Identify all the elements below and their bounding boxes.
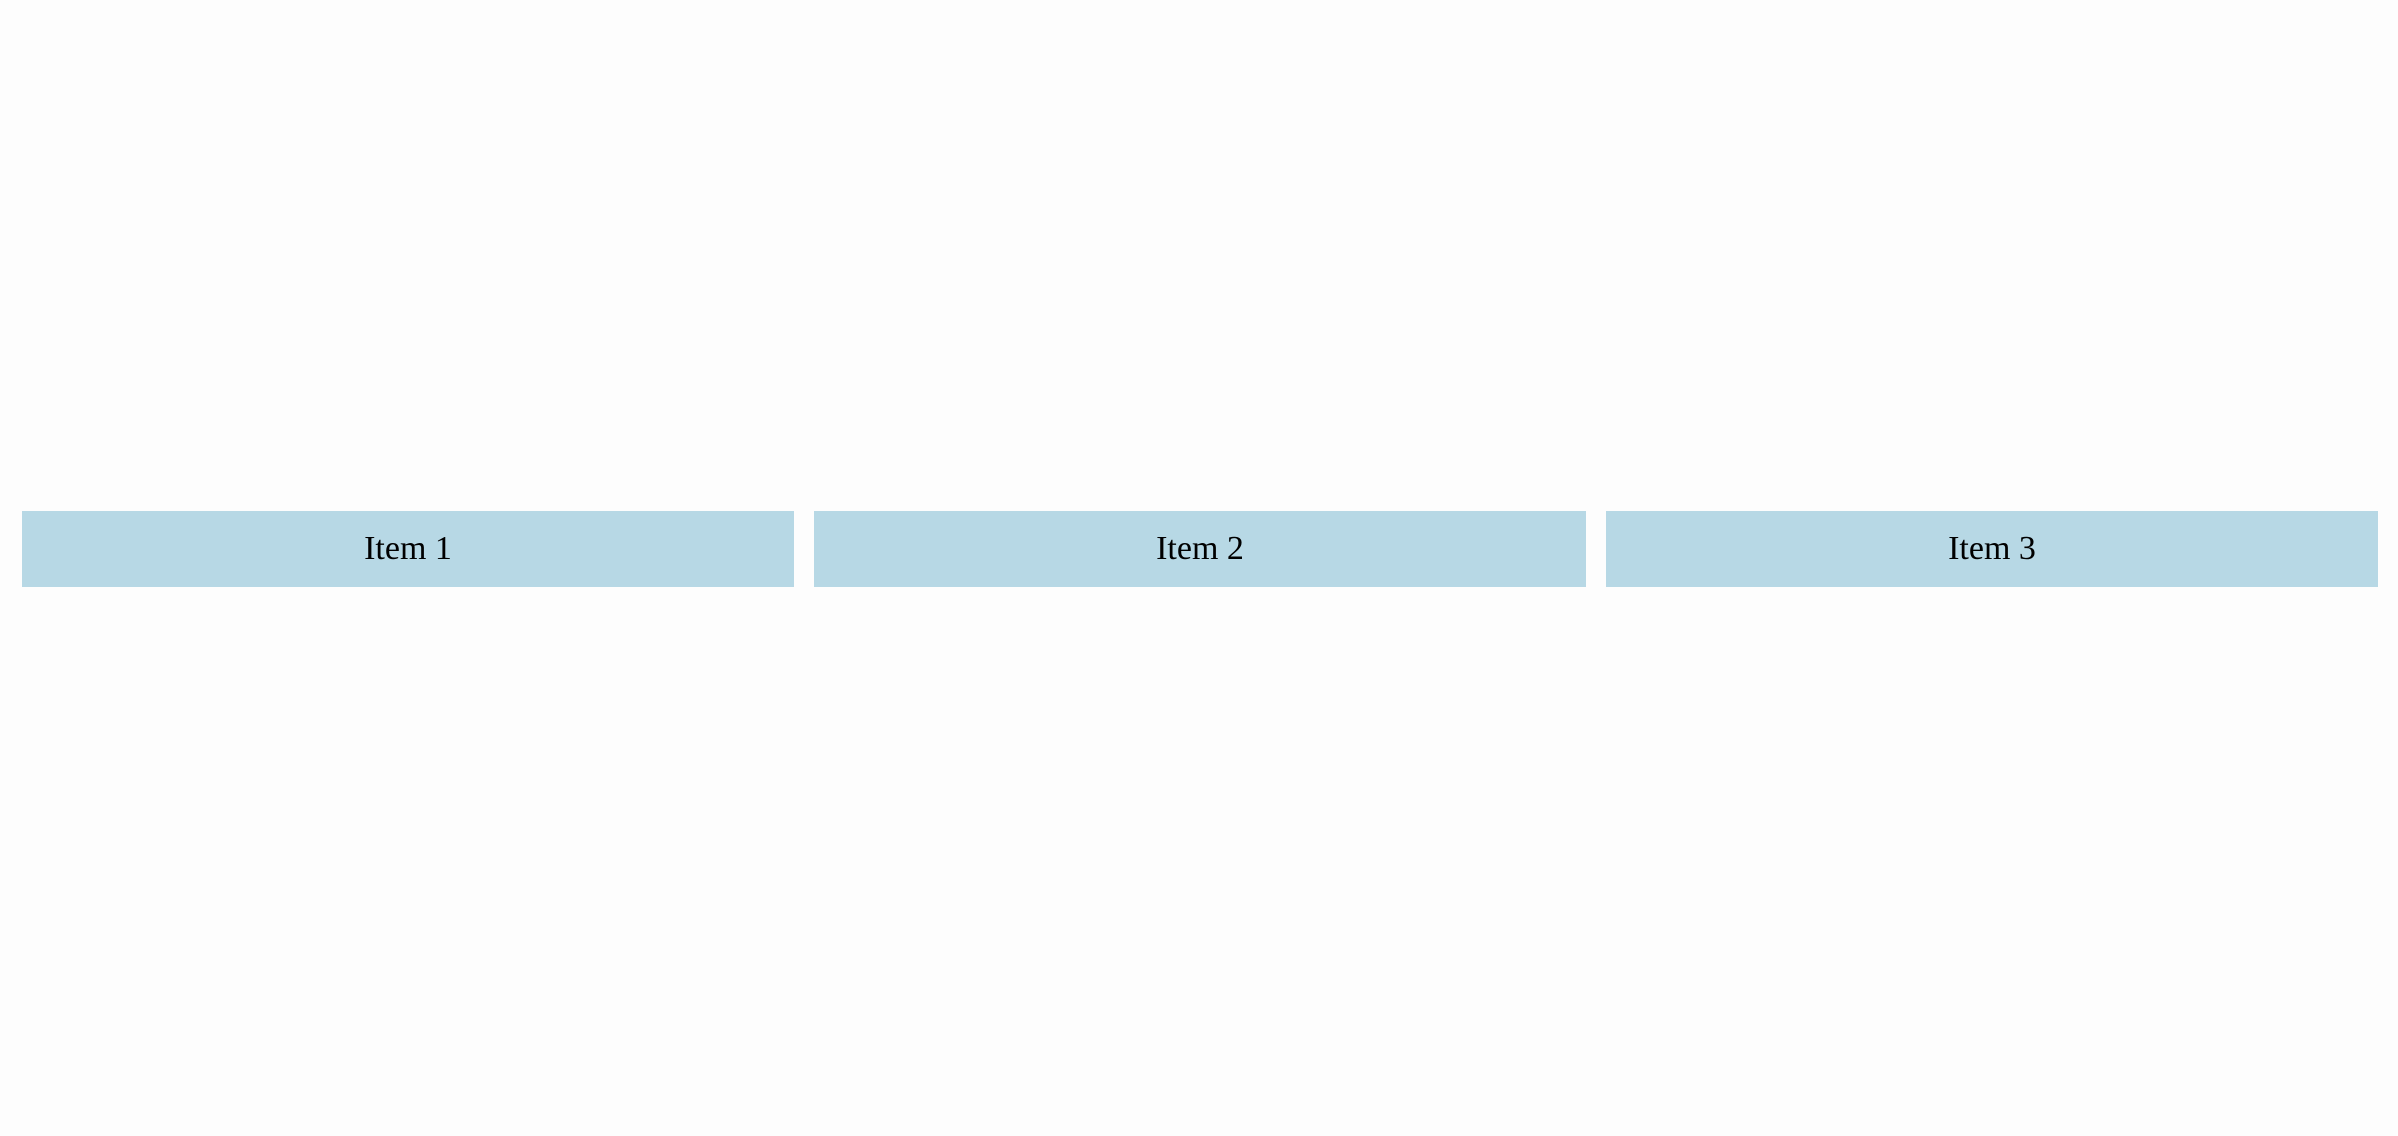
item-1: Item 1 <box>22 511 794 587</box>
items-row: Item 1 Item 2 Item 3 <box>22 511 2378 587</box>
item-2: Item 2 <box>814 511 1586 587</box>
item-3: Item 3 <box>1606 511 2378 587</box>
